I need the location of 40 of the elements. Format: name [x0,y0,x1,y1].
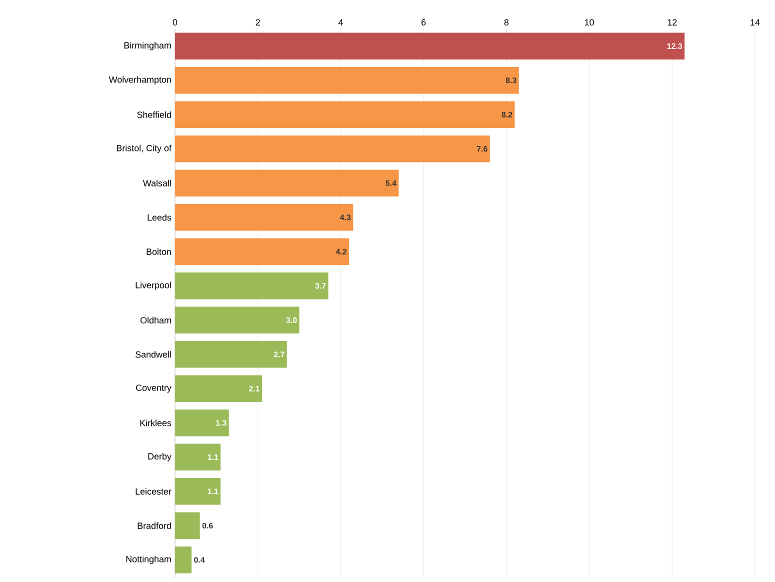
x-tick-label: 10 [584,19,594,26]
bar [175,341,287,368]
y-tick-label: Sheffield [137,111,171,118]
y-tick-label: Bradford [138,522,171,529]
bar [175,204,354,231]
y-tick-label: Liverpool [136,282,171,290]
bar [175,546,192,574]
bar [175,444,221,470]
y-tick-label: Walsall [142,180,171,186]
x-tick-label: 14 [750,19,760,26]
bar [175,512,200,539]
y-tick-label: Leeds [148,214,172,221]
bar [175,101,515,128]
bar [175,306,300,334]
bar [175,410,229,436]
bar [175,272,328,300]
bar [175,136,490,162]
y-tick-label: Bristol, City of [116,144,172,154]
y-tick-label: Wolverhampton [108,76,171,85]
bar [175,170,399,196]
y-tick-label: Oldham [140,316,171,324]
x-tick-label: 12 [668,19,677,26]
bar [175,375,262,402]
y-tick-label: Kirklees [140,420,172,426]
bar [175,67,519,94]
y-tick-label: Bolton [146,248,171,255]
bar [175,478,221,505]
y-tick-label: Leicester [136,488,172,495]
y-tick-label: Sandwell [136,351,171,358]
y-tick-label: Coventry [136,384,172,393]
x-tick-label: 2 [256,19,260,26]
y-tick-label: Derby [148,452,172,462]
x-tick-label: 8 [504,19,509,26]
x-tick-label: 4 [338,19,343,26]
y-tick-label: Nottingham [126,556,171,564]
bar [175,32,685,60]
bar [175,238,350,265]
y-tick-label: Birmingham [124,42,171,50]
x-tick-label: 6 [422,19,426,26]
x-tick-label: 0 [172,19,178,26]
